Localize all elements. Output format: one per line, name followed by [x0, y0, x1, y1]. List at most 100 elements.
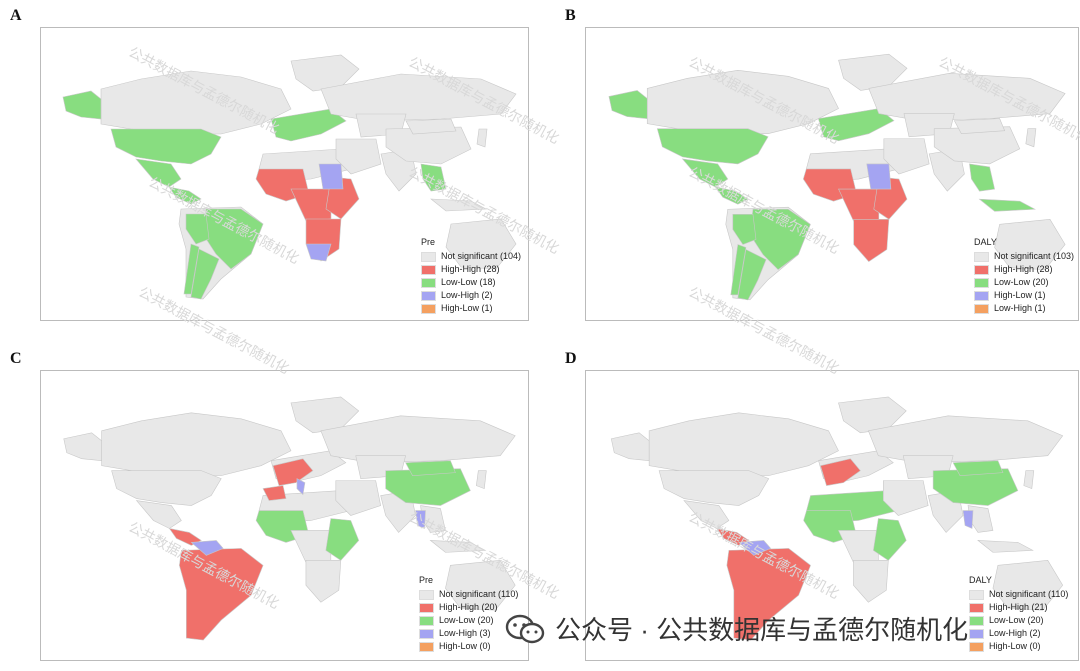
region-east-africa — [325, 518, 360, 561]
map-legend: DALY Not significant (103) High-High (28) L… — [974, 238, 1074, 315]
legend-item: Not significant (103) — [974, 250, 1074, 263]
wechat-icon — [505, 614, 545, 644]
legend-swatch — [974, 290, 989, 301]
legend-title: DALY — [969, 575, 992, 585]
legend-swatch — [419, 602, 434, 613]
legend-item: High-Low (0) — [419, 640, 518, 653]
map-panel-b: DALY Not significant (103) High-High (28) L… — [585, 27, 1079, 321]
legend-item: High-Low (1) — [421, 302, 521, 315]
legend-label: Low-Low (20) — [439, 615, 494, 625]
region-central-africa — [290, 530, 332, 563]
region-mongolia — [405, 460, 456, 476]
world-map — [610, 396, 1064, 641]
legend-item: High-High (21) — [969, 601, 1068, 614]
region-australia — [994, 218, 1066, 270]
region-south-africa — [305, 243, 332, 262]
legend-item: Low-High (2) — [969, 627, 1068, 640]
region-russia — [320, 415, 516, 463]
region-southeast-asia — [969, 163, 995, 192]
legend-swatch — [974, 303, 989, 314]
region-western-europe — [272, 458, 314, 486]
legend-item: High-High (20) — [419, 601, 518, 614]
region-canada — [101, 412, 292, 476]
legend-label: Low-Low (20) — [994, 277, 1049, 287]
legend-swatch — [421, 303, 436, 314]
region-southern-africa — [853, 560, 889, 603]
legend-swatch — [974, 264, 989, 275]
region-mexico — [135, 500, 182, 529]
region-venezuela — [738, 540, 772, 556]
region-russia — [320, 73, 517, 122]
region-russia — [867, 415, 1064, 463]
legend-swatch — [421, 290, 436, 301]
region-indonesia — [977, 540, 1034, 553]
legend-item: High-High (28) — [974, 263, 1074, 276]
legend-label: Not significant (110) — [439, 589, 519, 599]
legend-label: Low-High (3) — [439, 628, 491, 638]
legend-swatch — [419, 615, 434, 626]
legend-item: High-Low (1) — [974, 289, 1074, 302]
region-mexico — [681, 158, 729, 188]
legend-item: Low-Low (20) — [974, 276, 1074, 289]
region-indonesia — [978, 198, 1036, 212]
region-middle-east — [883, 480, 929, 516]
region-chile — [730, 244, 747, 296]
region-southern-africa — [305, 560, 342, 603]
region-east-africa — [873, 518, 907, 561]
region-canada — [648, 412, 839, 476]
footer-text: 公众号 · 公共数据库与孟德尔随机化 — [555, 615, 969, 645]
region-south-america — [179, 548, 264, 641]
region-thailand — [415, 510, 426, 529]
region-italy — [296, 478, 306, 496]
legend-item: Low-Low (18) — [421, 276, 521, 289]
legend-swatch — [421, 251, 436, 262]
region-peru — [185, 213, 210, 245]
legend-swatch — [421, 264, 436, 275]
region-central-america — [715, 186, 749, 205]
region-thailand — [962, 510, 974, 529]
legend-item: Low-Low (20) — [969, 614, 1068, 627]
legend-item: Not significant (110) — [969, 588, 1068, 601]
map-legend: DALY Not significant (110) High-High (21) L… — [969, 576, 1068, 653]
region-western-europe — [820, 458, 861, 486]
map-panel-d: DALY Not significant (110) High-High (21) L… — [585, 370, 1079, 661]
legend-item: Low-Low (20) — [419, 614, 518, 627]
region-alaska — [62, 90, 102, 120]
region-sudan — [866, 163, 892, 190]
region-australia — [992, 560, 1064, 611]
legend-item: High-Low (0) — [969, 640, 1068, 653]
world-map — [608, 53, 1066, 301]
legend-item: Low-High (3) — [419, 627, 518, 640]
legend-swatch — [969, 628, 984, 639]
map-panel-c: Pre Not significant (110) High-High (20) Lo… — [40, 370, 529, 661]
legend-label: Low-Low (20) — [989, 615, 1044, 625]
legend-title: Pre — [421, 237, 436, 247]
map-panel-a: Pre Not significant (104) High-High (28) Lo… — [40, 27, 529, 321]
region-argentina — [190, 248, 220, 300]
region-japan — [1023, 470, 1035, 490]
region-united-states — [110, 128, 222, 165]
region-alaska — [610, 432, 650, 462]
region-middle-east — [883, 138, 930, 175]
panel-letter-c: C — [10, 350, 22, 367]
region-china — [385, 468, 471, 506]
region-canada — [100, 70, 292, 135]
legend-swatch — [419, 589, 434, 600]
region-united-states — [656, 128, 769, 165]
legend-label: High-High (21) — [989, 602, 1048, 612]
map-legend: Pre Not significant (104) High-High (28) Lo… — [421, 238, 521, 315]
region-middle-east — [335, 138, 382, 175]
legend-title: DALY — [974, 237, 997, 247]
panel-letter-b: B — [565, 7, 576, 24]
region-alaska — [608, 90, 648, 119]
legend-swatch — [969, 641, 984, 652]
footer-account: 公众号 · 公共数据库与孟德尔随机化 — [505, 610, 968, 647]
legend-label: Not significant (110) — [989, 589, 1069, 599]
region-indonesia — [430, 198, 488, 212]
region-mexico — [135, 158, 182, 188]
legend-label: Not significant (103) — [994, 251, 1075, 261]
legend-label: Low-Low (18) — [441, 277, 496, 287]
region-chile — [183, 243, 200, 295]
region-southeast-asia — [420, 163, 447, 192]
region-united-states — [658, 470, 770, 506]
